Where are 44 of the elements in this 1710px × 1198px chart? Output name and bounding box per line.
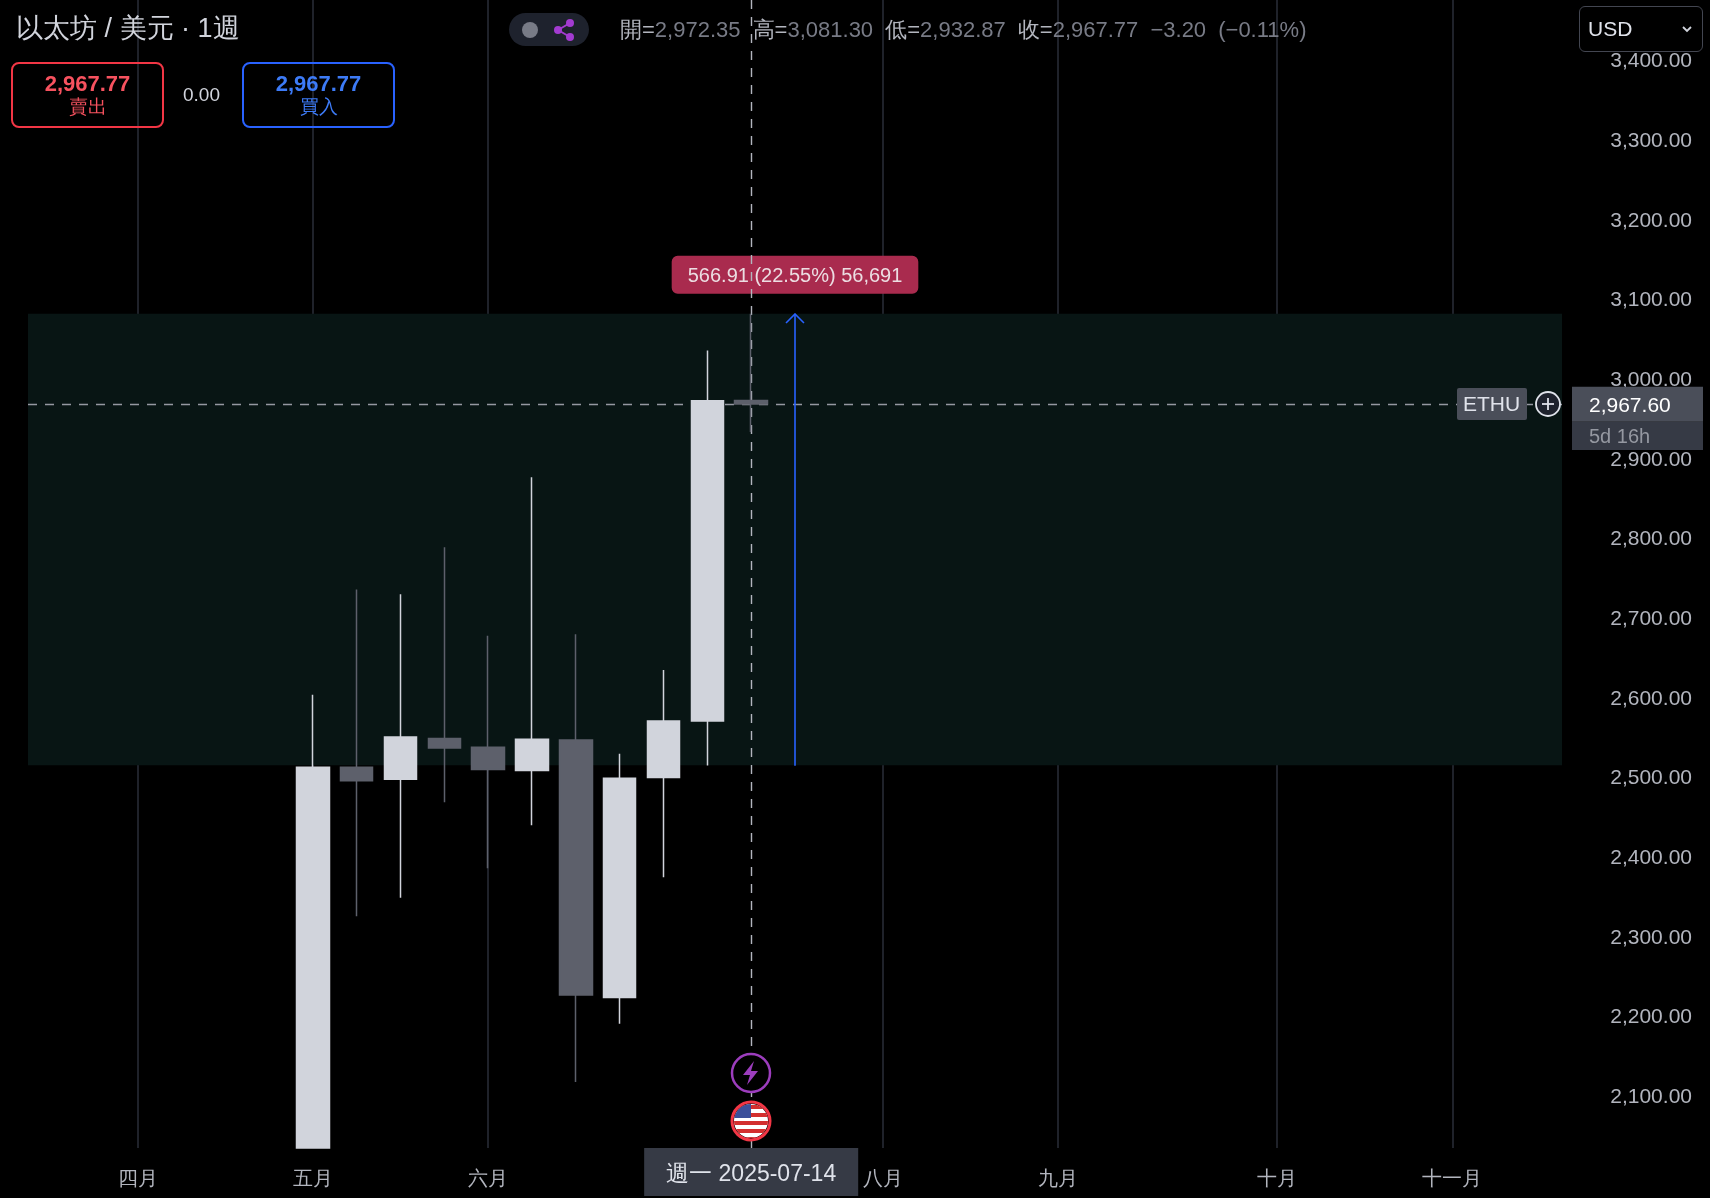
y-tick-label: 3,200.00 [1610, 207, 1692, 231]
y-tick-label: 2,800.00 [1610, 526, 1692, 550]
y-tick-label: 2,100.00 [1610, 1083, 1692, 1107]
text: 開=2,972.35 高=3,081.30 低=2,932.87 收=2,967.77 −3.20 (−0.11%) [620, 17, 1307, 42]
y-tick-label: 2,300.00 [1610, 924, 1692, 948]
annotation: 賣出 [68, 95, 107, 118]
ref-line-label: 2,967.60 [1589, 392, 1671, 416]
band-label: 566.91 (22.55%) 56,691 [687, 263, 903, 286]
x-tick-label: 六月 [468, 1167, 509, 1189]
candlestick [514, 476, 550, 827]
candlestick [427, 546, 462, 803]
annotation: 0.00 [183, 84, 220, 106]
sell-button: 2,967.77 賣出 [11, 62, 164, 128]
candlestick [646, 669, 681, 878]
y-tick-label: 3,100.00 [1610, 287, 1692, 311]
annotation: 2,967.77 [44, 71, 131, 97]
y-tick-label: 3,300.00 [1610, 127, 1692, 151]
annotation: 2,967.77 [275, 71, 362, 97]
x-tick-label: 四月 [117, 1167, 158, 1189]
x-tick-label: 五月 [292, 1167, 333, 1189]
x-tick-label: 十月 [1257, 1167, 1298, 1189]
candlestick [690, 349, 725, 767]
x-tick-label: 八月 [862, 1167, 903, 1189]
candlestick [339, 588, 374, 917]
x-tick-label: 週一 2025-07-14 [666, 1159, 837, 1186]
y-tick-label: 3,000.00 [1610, 366, 1692, 390]
x-tick-label: 九月 [1037, 1167, 1078, 1189]
x-tick-label: 十一月 [1422, 1167, 1483, 1189]
candlestick [383, 593, 418, 899]
candlestick [558, 633, 594, 1083]
candlestick [602, 752, 637, 1025]
y-tick-label: 2,500.00 [1610, 765, 1692, 789]
annotation: ETHU [1457, 388, 1527, 421]
y-tick-label: 2,400.00 [1610, 844, 1692, 868]
candlestick [733, 312, 769, 433]
annotation: 買入 [299, 95, 338, 118]
text: 5d 16h [1572, 422, 1703, 451]
candlestick [470, 634, 506, 870]
y-tick-label: 2,700.00 [1610, 605, 1692, 629]
y-tick-label: 2,200.00 [1610, 1004, 1692, 1028]
buy-button: 2,967.77 買入 [242, 62, 395, 128]
text: 以太坊 / 美元 · 1週 [16, 12, 240, 45]
currency-dropdown: USD [1579, 6, 1703, 52]
y-tick-label: 2,600.00 [1610, 685, 1692, 709]
